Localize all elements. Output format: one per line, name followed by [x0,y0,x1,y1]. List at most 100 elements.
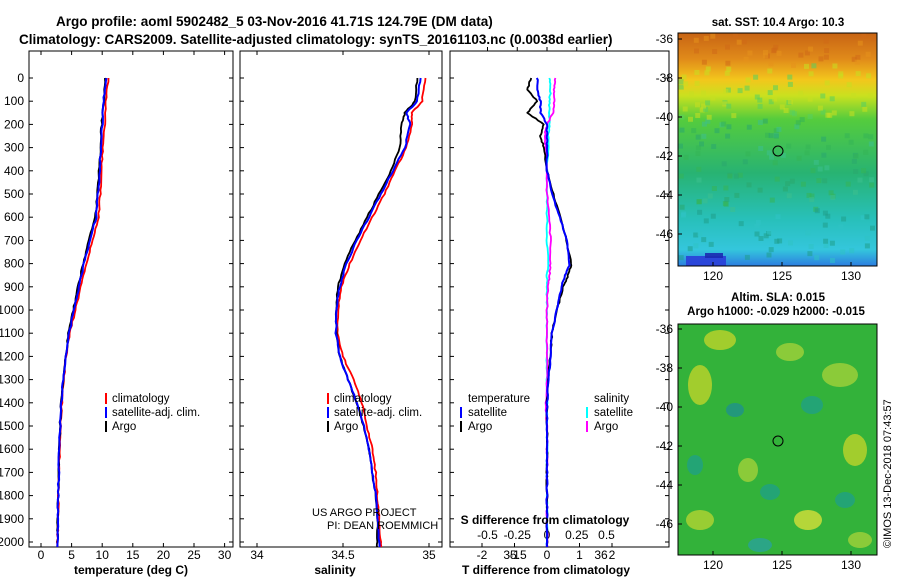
x-tick-label: 15 [126,548,140,562]
x-tick-label: 36 [594,548,608,562]
sst-pixel [738,221,744,227]
sst-pixel [701,103,707,109]
sst-pixel [757,103,763,109]
sst-pixel [772,96,778,102]
sst-pixel [775,214,781,220]
sst-pixel [696,166,702,172]
difference-series [526,77,573,547]
sst-pixel [869,177,875,183]
sst-pixel [857,40,863,46]
map-x-tick-label: 130 [841,558,861,572]
sst-pixel [723,185,729,191]
x-tick-label: -0.25 [504,528,532,542]
sst-pixel [766,150,772,156]
sla-blob [687,455,703,475]
sla-blob [704,330,736,350]
sst-pixel [701,90,706,96]
map-y-tick-label: -44 [656,478,674,492]
legend-marker-satellite [327,407,329,418]
sla-map-ticks: -36 -38 -40 -42 -44 -46 120 125 130 [656,322,862,572]
sst-pixel [766,229,772,235]
sst-pixel [696,177,702,183]
sst-pixel [863,171,869,177]
sst-pixel [816,178,822,184]
sst-field [678,33,877,266]
depth-tick-label: 1400 [0,396,24,410]
sst-pixel [826,144,831,150]
sst-pixel [838,73,844,79]
sst-pixel [787,74,793,80]
map-y-tick-label: -36 [656,32,674,46]
sst-pixel [763,50,768,56]
figure-title-line1: Argo profile: aoml 5902482_5 03-Nov-2016… [56,14,493,29]
sst-pixel [849,111,855,117]
sst-pixel [725,133,731,139]
sst-pixel [776,50,782,56]
sst-pixel [825,112,831,118]
depth-tick-label: 1300 [0,373,24,387]
sst-pixel [694,70,700,75]
sst-pixel [786,143,792,149]
legend-marker-satellite [105,407,107,418]
sst-pixel [809,197,815,202]
sst-pixel [804,150,810,156]
sst-pixel [701,59,707,65]
sst-pixel [840,249,846,255]
sst-pixel [701,121,707,127]
sst-pixel [767,90,773,96]
sst-pixel [831,110,837,116]
sst-pixel [785,181,791,187]
sst-pixel [678,255,684,261]
sst-pixel [849,248,855,254]
depth-tick-label: 600 [4,210,24,224]
depth-tick-label: 900 [4,280,24,294]
sst-pixel [861,33,867,39]
sst-pixel [697,209,703,215]
legend-marker-t-satellite [460,407,462,418]
sst-pixel [678,84,684,90]
sst-pixel [804,50,810,56]
sst-pixel [870,36,876,42]
sst-pixel [794,124,800,130]
sst-pixel [767,68,773,74]
sst-pixel [800,181,806,187]
sst-pixel [693,37,699,43]
sst-pixel [855,71,861,77]
sla-blob [835,492,855,508]
legend-marker-s-satellite [586,407,588,418]
sst-pixel [734,192,740,198]
sst-pixel [854,59,860,65]
x-tick-label: -0.5 [477,528,498,542]
sst-map: sat. SST: 10.4 Argo: 10.3 -36 -38 -40 -42 -4… [656,17,878,283]
map-y-tick-label: -42 [656,149,674,163]
sst-pixel [691,128,697,134]
sst-pixel [695,151,701,156]
depth-tick-label: 1500 [0,419,24,433]
map-x-tick-label: 120 [703,558,723,572]
sst-pixel [791,62,796,68]
sst-pixel [747,50,753,56]
sst-pixel [695,145,701,151]
sst-pixel [795,120,801,126]
sst-pixel [822,210,828,216]
map-y-tick-label: -38 [656,361,674,375]
sst-pixel [743,56,749,62]
sst-pixel [771,48,777,54]
sst-pixel [701,133,707,139]
sst-pixel [777,238,783,244]
sst-pixel [712,49,718,54]
sst-pixel [745,77,751,83]
sst-pixel [744,254,750,260]
depth-tick-label: 1000 [0,303,24,317]
x-tick-label: -2 [477,548,488,562]
map-y-tick-label: -44 [656,188,674,202]
s-difference-x-label: S difference from climatology [461,513,630,527]
sst-pixel [808,71,814,77]
sst-pixel [746,124,752,130]
sst-pixel [731,113,737,119]
map-x-tick-label: 125 [772,269,792,283]
sst-pixel [788,240,793,246]
x-tick-label: 10 [96,548,110,562]
sst-pixel [702,198,708,204]
sst-pixel [701,237,707,243]
